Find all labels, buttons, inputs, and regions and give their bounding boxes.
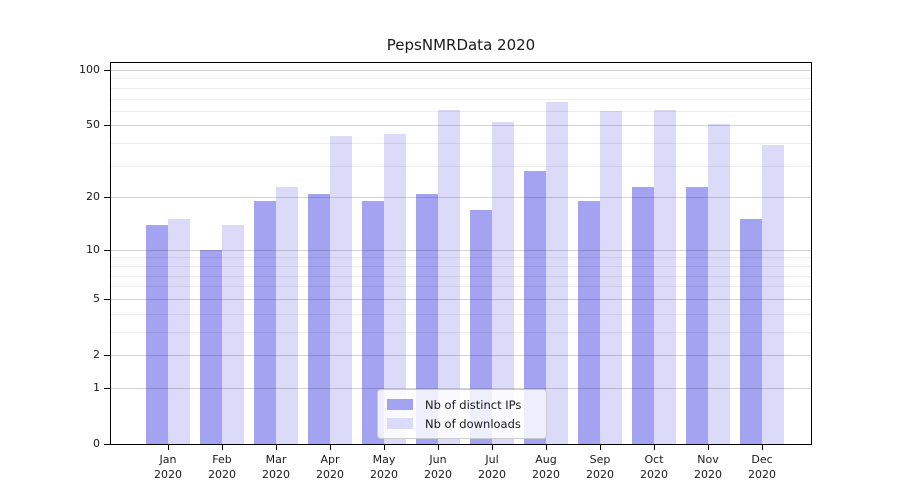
x-tick-jun xyxy=(438,445,439,450)
bar-distinct-ips-dec xyxy=(740,219,762,444)
bar-distinct-ips-aug xyxy=(524,171,546,444)
bar-downloads-apr xyxy=(330,135,352,444)
y-tick-label-10: 10 xyxy=(86,242,100,256)
x-tick-label-may: May 2020 xyxy=(370,453,398,481)
bar-distinct-ips-jul xyxy=(470,209,492,444)
bar-downloads-oct xyxy=(654,109,676,444)
x-tick-label-jan: Jan 2020 xyxy=(154,453,182,481)
bars-layer xyxy=(111,63,811,444)
bar-distinct-ips-may xyxy=(362,201,384,444)
x-tick-label-nov: Nov 2020 xyxy=(694,453,722,481)
x-tick-nov xyxy=(708,445,709,450)
bar-distinct-ips-oct xyxy=(632,186,654,444)
y-tick-label-1: 1 xyxy=(93,380,100,394)
bar-distinct-ips-apr xyxy=(308,193,330,444)
legend-item-distinct-ips: Nb of distinct IPs xyxy=(387,395,537,414)
x-tick-sep xyxy=(600,445,601,450)
x-tick-label-mar: Mar 2020 xyxy=(262,453,290,481)
x-tick-label-aug: Aug 2020 xyxy=(532,453,560,481)
bar-distinct-ips-jan xyxy=(146,224,168,444)
x-tick-mar xyxy=(276,445,277,450)
x-tick-label-sep: Sep 2020 xyxy=(586,453,614,481)
bar-downloads-aug xyxy=(546,102,568,444)
x-tick-oct xyxy=(654,445,655,450)
y-tick-label-5: 5 xyxy=(93,291,100,305)
bar-downloads-mar xyxy=(276,186,298,444)
plot-area xyxy=(110,62,812,445)
bar-downloads-jan xyxy=(168,219,190,444)
y-tick-label-2: 2 xyxy=(93,348,100,361)
legend-label-downloads: Nb of downloads xyxy=(425,416,521,431)
bar-downloads-sep xyxy=(600,110,622,444)
legend-swatch-distinct-ips xyxy=(387,399,413,410)
x-tick-label-feb: Feb 2020 xyxy=(208,453,236,481)
bar-downloads-dec xyxy=(762,145,784,444)
x-tick-dec xyxy=(762,445,763,450)
x-tick-aug xyxy=(546,445,547,450)
bar-downloads-nov xyxy=(708,123,730,444)
chart-title: PepsNMRData 2020 xyxy=(386,36,536,54)
bar-downloads-feb xyxy=(222,224,244,444)
x-tick-label-jun: Jun 2020 xyxy=(424,453,452,481)
bar-distinct-ips-sep xyxy=(578,201,600,444)
x-tick-apr xyxy=(330,445,331,450)
legend-label-distinct-ips: Nb of distinct IPs xyxy=(425,397,522,412)
x-tick-jul xyxy=(492,445,493,450)
x-tick-may xyxy=(384,445,385,450)
legend: Nb of distinct IPs Nb of downloads xyxy=(377,389,547,439)
legend-item-downloads: Nb of downloads xyxy=(387,414,537,433)
bar-distinct-ips-jun xyxy=(416,193,438,444)
bar-distinct-ips-nov xyxy=(686,186,708,444)
bar-downloads-jun xyxy=(438,109,460,444)
y-tick-label-100: 100 xyxy=(79,63,100,76)
x-tick-jan xyxy=(168,445,169,450)
x-tick-label-dec: Dec 2020 xyxy=(748,453,776,481)
y-tick-label-50: 50 xyxy=(86,118,100,132)
x-tick-label-jul: Jul 2020 xyxy=(478,453,506,481)
y-tick-label-20: 20 xyxy=(86,190,100,204)
legend-swatch-downloads xyxy=(387,418,413,429)
x-tick-label-apr: Apr 2020 xyxy=(316,453,344,481)
bar-distinct-ips-mar xyxy=(254,201,276,444)
x-tick-label-oct: Oct 2020 xyxy=(640,453,668,481)
bar-downloads-jul xyxy=(492,122,514,444)
x-tick-feb xyxy=(222,445,223,450)
bar-downloads-may xyxy=(384,133,406,444)
y-tick-label-0: 0 xyxy=(93,437,100,450)
bar-distinct-ips-feb xyxy=(200,249,222,444)
